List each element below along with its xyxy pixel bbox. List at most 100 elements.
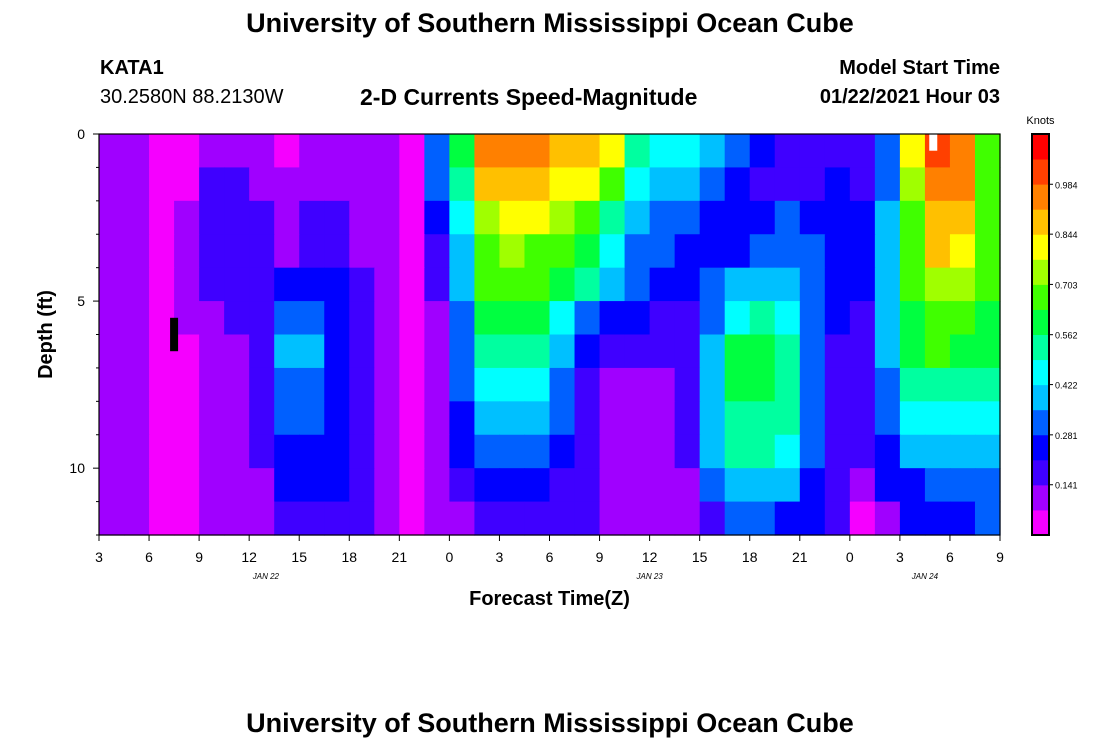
heatmap-cell (799, 234, 826, 269)
heatmap-cell (799, 468, 826, 503)
heatmap-cell (774, 301, 801, 336)
heatmap-cell (499, 301, 526, 336)
colorbar-segment (1032, 434, 1049, 461)
heatmap-cell (399, 200, 425, 235)
heatmap-markers (170, 134, 938, 352)
heatmap-cell (199, 434, 225, 469)
heatmap-cell (449, 200, 476, 235)
heatmap-cell (499, 234, 526, 269)
heatmap-cell (524, 334, 551, 369)
colorbar-segment (1032, 409, 1049, 436)
heatmap-cell (974, 200, 1001, 235)
page-title-top: University of Southern Mississippi Ocean… (246, 8, 854, 38)
heatmap-cell (449, 468, 476, 503)
heatmap-cell (274, 334, 300, 369)
heatmap-cell (474, 134, 501, 169)
heatmap-cell (449, 167, 476, 202)
heatmap-cell (99, 334, 125, 369)
x-tick-label: 3 (95, 549, 103, 565)
heatmap-cell (474, 401, 501, 436)
heatmap-cell (749, 167, 776, 202)
heatmap-cell (624, 468, 651, 503)
colorbar-tick-label: 0.141 (1055, 481, 1078, 491)
data-marker (170, 317, 179, 352)
heatmap-cell (649, 267, 676, 302)
heatmap-cell (899, 334, 926, 369)
page-title-bottom: University of Southern Mississippi Ocean… (246, 708, 854, 738)
heatmap-cell (574, 401, 601, 436)
colorbar-segment (1032, 484, 1049, 511)
heatmap-cell (274, 200, 300, 235)
heatmap-cell (899, 501, 926, 536)
heatmap-cell (924, 367, 951, 402)
heatmap-cell (224, 367, 250, 402)
heatmap-cell (374, 267, 400, 302)
heatmap-cell (849, 468, 876, 503)
heatmap-cell (374, 334, 400, 369)
heatmap-cell (274, 234, 300, 269)
heatmap-cell (349, 167, 375, 202)
heatmap-cell (824, 167, 851, 202)
heatmap-cell (424, 200, 450, 235)
heatmap-cell (899, 234, 926, 269)
heatmap-cell (699, 134, 726, 169)
heatmap-cell (674, 200, 701, 235)
heatmap-cell (349, 367, 375, 402)
heatmap-cell (949, 434, 976, 469)
heatmap-cell (274, 267, 300, 302)
heatmap-cell (974, 434, 1001, 469)
heatmap-cell (499, 468, 526, 503)
heatmap-cell (324, 468, 350, 503)
heatmap-cell (474, 367, 501, 402)
colorbar-segment (1032, 384, 1049, 411)
x-tick-label: 6 (946, 549, 954, 565)
heatmap-cell (724, 434, 751, 469)
heatmap-cell (874, 200, 901, 235)
heatmap-cell (824, 401, 851, 436)
heatmap-cell (624, 167, 651, 202)
heatmap-cell (99, 301, 125, 336)
heatmap-cell (224, 234, 250, 269)
heatmap-cell (399, 468, 425, 503)
heatmap-cell (549, 334, 576, 369)
heatmap-cell (424, 134, 450, 169)
heatmap-cell (224, 401, 250, 436)
heatmap-cell (849, 234, 876, 269)
heatmap-cell (924, 468, 951, 503)
heatmap-cell (224, 134, 250, 169)
heatmap-cell (324, 134, 350, 169)
heatmap-cell (874, 367, 901, 402)
heatmap-cell (774, 267, 801, 302)
heatmap-cell (949, 468, 976, 503)
heatmap-cell (224, 200, 250, 235)
heatmap-cell (699, 234, 726, 269)
heatmap-cell (199, 301, 225, 336)
heatmap-cell (674, 434, 701, 469)
y-tick-label: 5 (77, 293, 85, 309)
heatmap-cell (599, 267, 626, 302)
heatmap-cell (874, 434, 901, 469)
heatmap-cell (824, 200, 851, 235)
heatmap-cell (474, 301, 501, 336)
heatmap-cell (424, 234, 450, 269)
heatmap-cell (99, 267, 125, 302)
heatmap-cell (224, 501, 250, 536)
heatmap-cell (799, 301, 826, 336)
heatmap-cell (499, 434, 526, 469)
heatmap-cell (624, 501, 651, 536)
heatmap-cell (699, 501, 726, 536)
heatmap-cell (549, 200, 576, 235)
heatmap-cell (99, 134, 125, 169)
heatmap-cell (274, 134, 300, 169)
heatmap-cell (799, 501, 826, 536)
heatmap-cell (524, 200, 551, 235)
heatmap-cell (824, 267, 851, 302)
heatmap-cell (974, 401, 1001, 436)
heatmap-cell (899, 367, 926, 402)
heatmap-cell (524, 501, 551, 536)
heatmap-cell (924, 234, 951, 269)
heatmap-cell (774, 134, 801, 169)
colorbar-units: Knots (1026, 115, 1055, 127)
heatmap-cell (899, 134, 926, 169)
heatmap-cell (749, 501, 776, 536)
